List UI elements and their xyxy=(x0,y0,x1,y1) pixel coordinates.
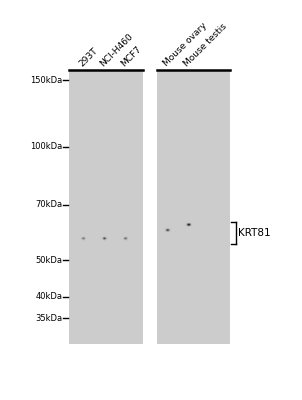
Text: NCI-H460: NCI-H460 xyxy=(98,32,135,68)
Text: 293T: 293T xyxy=(77,46,99,68)
Bar xyxy=(157,70,230,344)
Text: MCF7: MCF7 xyxy=(119,44,143,68)
Text: 50kDa: 50kDa xyxy=(35,256,62,264)
Text: Mouse testis: Mouse testis xyxy=(182,22,229,68)
Text: 35kDa: 35kDa xyxy=(35,314,62,323)
Text: Mouse ovary: Mouse ovary xyxy=(161,21,208,68)
Text: 70kDa: 70kDa xyxy=(35,200,62,210)
Text: 150kDa: 150kDa xyxy=(30,76,62,85)
Text: KRT81: KRT81 xyxy=(238,228,271,238)
Text: 40kDa: 40kDa xyxy=(35,292,62,301)
Bar xyxy=(69,70,143,344)
Text: 100kDa: 100kDa xyxy=(30,142,62,151)
